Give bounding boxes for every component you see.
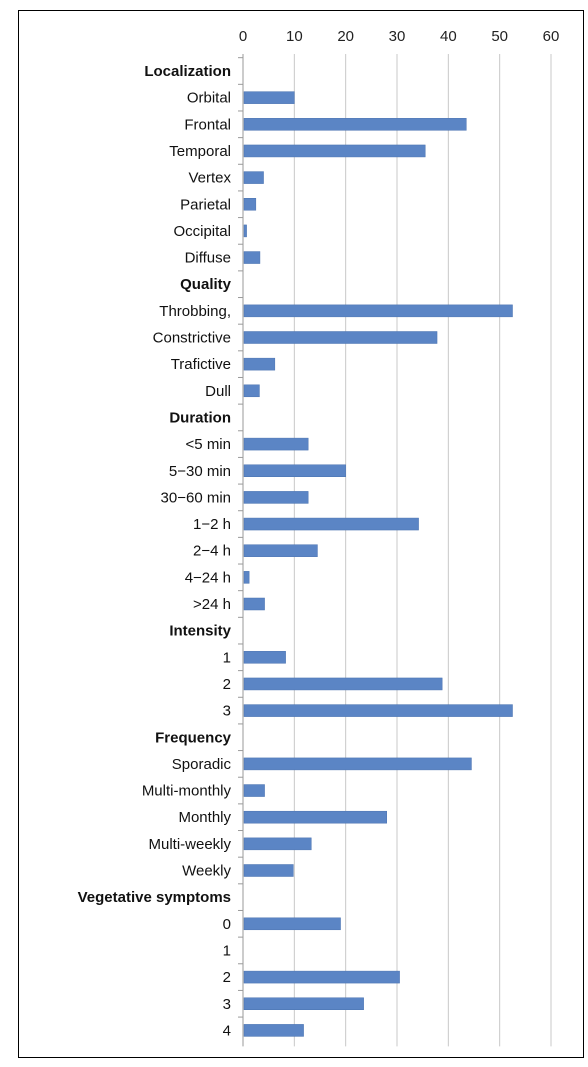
category-label: 3 [223, 703, 231, 720]
category-label: 2 [223, 676, 231, 693]
category-label: Trafictive [171, 356, 231, 373]
x-tick-label: 40 [440, 28, 457, 45]
group-header-label: Frequency [155, 729, 232, 746]
category-label: 4−24 h [185, 569, 231, 586]
bar [243, 437, 309, 451]
category-label: 5−30 min [169, 463, 231, 480]
category-label: 1 [223, 942, 231, 959]
category-label: 2−4 h [193, 543, 231, 560]
category-label: 30−60 min [161, 489, 231, 506]
bar [243, 917, 341, 931]
category-label: >24 h [193, 596, 231, 613]
bar [243, 864, 294, 877]
bar [243, 970, 400, 984]
category-label: Sporadic [172, 756, 232, 773]
bar [243, 144, 426, 158]
bar [243, 464, 346, 477]
bar [243, 91, 295, 104]
x-tick-label: 20 [337, 28, 354, 45]
group-header-label: Duration [169, 409, 231, 426]
category-label: Throbbing, [159, 303, 231, 320]
category-label: Monthly [178, 809, 231, 826]
bar [243, 597, 265, 611]
bar [243, 997, 364, 1010]
group-header-label: Localization [144, 63, 231, 80]
group-header-label: Vegetative symptoms [78, 889, 231, 906]
category-label: Parietal [180, 196, 231, 213]
bar [243, 544, 318, 557]
category-label: Frontal [184, 116, 231, 133]
bar [243, 357, 276, 371]
category-label: Orbital [187, 90, 231, 107]
bar-chart: 0 10 20 30 40 50 60LocalizationOrbitalFrontalT… [78, 28, 560, 1047]
bar [243, 198, 257, 211]
category-label: 4 [223, 1022, 231, 1039]
bar [243, 491, 309, 504]
category-label: 2 [223, 969, 231, 986]
category-label: Multi-monthly [142, 783, 232, 800]
bar [243, 757, 472, 771]
x-tick-label: 50 [491, 28, 508, 45]
category-label: 1 [223, 649, 231, 666]
category-label: Constrictive [153, 330, 231, 347]
bar [243, 171, 264, 184]
x-tick-label: 0 [239, 28, 247, 45]
category-label: 0 [223, 916, 231, 933]
bar [243, 837, 312, 851]
bar [243, 704, 513, 717]
category-label: Multi-weekly [148, 836, 231, 853]
group-header-label: Intensity [169, 623, 231, 640]
bar [243, 677, 443, 691]
x-tick-label: 30 [389, 28, 406, 45]
x-tick-label: 10 [286, 28, 303, 45]
bar [243, 517, 419, 531]
bar [243, 331, 438, 344]
bar [243, 784, 265, 797]
bar [243, 118, 467, 131]
category-label: Dull [205, 383, 231, 400]
category-label: 3 [223, 996, 231, 1013]
bar [243, 810, 387, 824]
bar [243, 384, 260, 398]
category-label: 1−2 h [193, 516, 231, 533]
bar [243, 224, 247, 238]
category-label: Temporal [169, 143, 231, 160]
category-label: <5 min [186, 436, 231, 453]
category-label: Occipital [173, 223, 231, 240]
bar [243, 571, 250, 584]
chart-frame: 0 10 20 30 40 50 60 Localization Orbital Frontal T… [18, 10, 584, 1058]
bar [243, 1024, 304, 1037]
bar [243, 651, 286, 664]
category-label: Diffuse [185, 250, 231, 267]
bar [243, 304, 513, 318]
group-header-label: Quality [180, 276, 232, 293]
bar [243, 251, 261, 264]
category-label: Vertex [188, 170, 231, 187]
x-tick-label: 60 [543, 28, 560, 45]
category-label: Weekly [182, 863, 231, 880]
